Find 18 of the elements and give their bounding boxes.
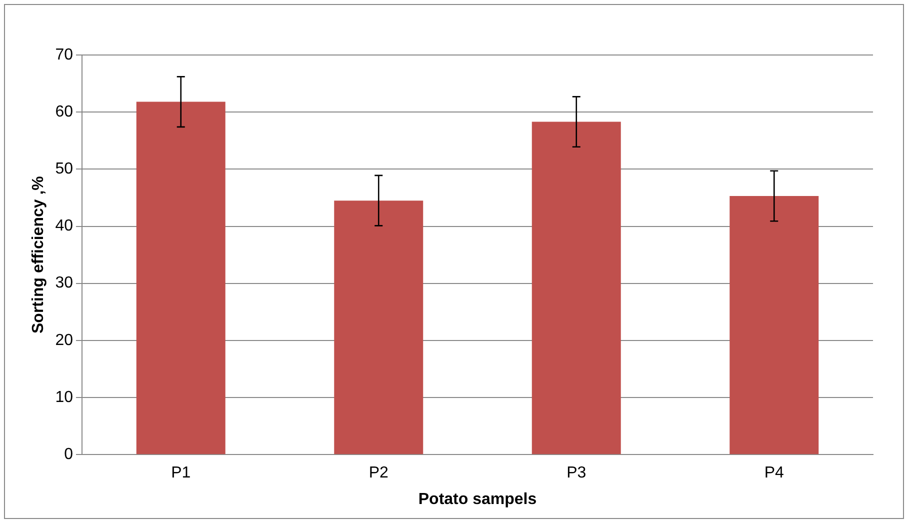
y-tick-label: 30 xyxy=(55,274,74,292)
x-tick-label: P2 xyxy=(368,464,389,482)
y-tick-label: 10 xyxy=(55,388,74,406)
y-tick-label: 40 xyxy=(55,218,74,235)
bar xyxy=(730,196,819,454)
bar xyxy=(136,102,226,454)
y-tick-label: 20 xyxy=(55,332,74,349)
x-tick-label: P1 xyxy=(171,464,191,482)
bar xyxy=(532,122,621,454)
y-tick-label: 50 xyxy=(55,160,74,178)
y-tick-label: 70 xyxy=(55,46,74,64)
y-axis-title: Sorting efficiency ,% xyxy=(30,176,48,334)
y-tick-label: 0 xyxy=(64,446,74,464)
x-tick-label: P4 xyxy=(764,464,784,482)
bar xyxy=(334,200,424,454)
x-axis-title: Potato sampels xyxy=(418,490,537,508)
x-tick-label: P3 xyxy=(566,464,586,482)
y-tick-label: 60 xyxy=(55,103,74,120)
